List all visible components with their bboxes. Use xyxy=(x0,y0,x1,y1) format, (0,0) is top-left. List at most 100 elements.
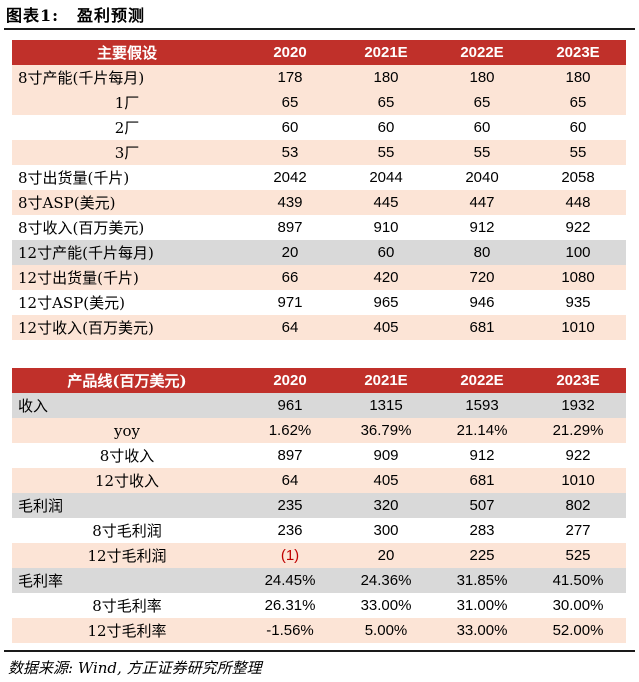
value-cell: 507 xyxy=(469,497,495,514)
row-label: 8寸ASP(美元) xyxy=(18,194,116,212)
source-note: 数据来源: Wind, 方正证券研究所整理 xyxy=(8,659,262,677)
header-cell: 2022E xyxy=(460,44,504,61)
assumptions-table: 主要假设 2020 2021E 2022E 2023E 8寸产能(千片每月) 17… xyxy=(12,40,626,340)
table-row: yoy 1.62% 36.79% 21.14% 21.29% xyxy=(12,418,626,443)
row-label: 12寸毛利润 xyxy=(87,547,167,565)
value-cell: 1010 xyxy=(561,319,595,336)
table-row: 12寸收入 64 405 681 1010 xyxy=(12,468,626,493)
value-cell: 24.45% xyxy=(264,572,316,589)
value-cell: 36.79% xyxy=(360,422,412,439)
row-label: 毛利率 xyxy=(18,572,64,590)
value-cell: 922 xyxy=(565,219,591,236)
value-cell: 1010 xyxy=(561,472,595,489)
value-cell: 180 xyxy=(565,69,591,86)
header-cell: 2020 xyxy=(273,372,307,389)
value-cell: 1315 xyxy=(369,397,403,414)
table-row: 12寸收入(百万美元) 64 405 681 1010 xyxy=(12,315,626,340)
row-label: 12寸产能(千片每月) xyxy=(18,244,154,262)
row-label: 12寸收入(百万美元) xyxy=(18,319,154,337)
row-label: 1厂 xyxy=(114,94,140,112)
value-cell: 909 xyxy=(373,447,399,464)
row-label: 12寸出货量(千片) xyxy=(18,269,139,287)
value-cell: 1.62% xyxy=(268,422,312,439)
table-row: 8寸ASP(美元) 439 445 447 448 xyxy=(12,190,626,215)
value-cell: 66 xyxy=(281,269,299,286)
row-label: 8寸出货量(千片) xyxy=(18,169,130,187)
value-cell: 55 xyxy=(473,144,491,161)
value-cell: 60 xyxy=(377,244,395,261)
header-cell: 2022E xyxy=(460,372,504,389)
value-cell: 922 xyxy=(565,447,591,464)
value-cell: 2058 xyxy=(561,169,595,186)
table-row: 12寸毛利润 (1) 20 225 525 xyxy=(12,543,626,568)
top-rule xyxy=(4,28,635,30)
table-row: 3厂 53 55 55 55 xyxy=(12,140,626,165)
table-row: 1厂 65 65 65 65 xyxy=(12,90,626,115)
value-cell: 405 xyxy=(373,319,399,336)
table-row: 12寸ASP(美元) 971 965 946 935 xyxy=(12,290,626,315)
value-cell: 55 xyxy=(569,144,587,161)
value-cell: 65 xyxy=(569,94,587,111)
header-cell: 2021E xyxy=(364,44,408,61)
value-cell: 31.85% xyxy=(456,572,508,589)
value-cell: 20 xyxy=(377,547,395,564)
value-cell: 65 xyxy=(473,94,491,111)
header-cell: 产品线(百万美元) xyxy=(67,372,187,390)
value-cell: 178 xyxy=(277,69,303,86)
value-cell: 897 xyxy=(277,447,303,464)
row-label: 收入 xyxy=(18,397,49,415)
header-cell: 2020 xyxy=(273,44,307,61)
value-cell: 60 xyxy=(377,119,395,136)
value-cell: 53 xyxy=(281,144,299,161)
value-cell: 720 xyxy=(469,269,495,286)
value-cell: 320 xyxy=(373,497,399,514)
value-cell: 971 xyxy=(277,294,303,311)
header-cell: 2021E xyxy=(364,372,408,389)
row-label: 8寸收入 xyxy=(99,447,155,465)
value-cell: 448 xyxy=(565,194,591,211)
table-row: 8寸收入(百万美元) 897 910 912 922 xyxy=(12,215,626,240)
value-cell: 100 xyxy=(565,244,591,261)
value-cell: 2044 xyxy=(369,169,403,186)
value-cell: 225 xyxy=(469,547,495,564)
value-cell: 277 xyxy=(565,522,591,539)
row-label: 8寸毛利润 xyxy=(92,522,162,540)
value-cell: 65 xyxy=(377,94,395,111)
value-cell: 897 xyxy=(277,219,303,236)
row-label: 8寸产能(千片每月) xyxy=(18,69,145,87)
table-body: 8寸产能(千片每月) 178 180 180 180 1厂 65 65 65 65 2厂 60 60 60… xyxy=(12,65,626,340)
value-cell: 41.50% xyxy=(552,572,604,589)
value-cell: 300 xyxy=(373,522,399,539)
value-cell: 802 xyxy=(565,497,591,514)
value-cell: 33.00% xyxy=(456,622,508,639)
value-cell: 33.00% xyxy=(360,597,412,614)
table-row: 8寸毛利率 26.31% 33.00% 31.00% 30.00% xyxy=(12,593,626,618)
value-cell: 2040 xyxy=(465,169,499,186)
value-cell: 65 xyxy=(281,94,299,111)
value-cell: 1080 xyxy=(561,269,595,286)
header-cell: 主要假设 xyxy=(96,44,157,62)
value-cell: 2042 xyxy=(273,169,307,186)
value-cell: 60 xyxy=(281,119,299,136)
value-cell: 21.14% xyxy=(456,422,508,439)
figure-label: 图表1: xyxy=(6,6,60,25)
value-cell: 439 xyxy=(277,194,303,211)
table-body: 收入 961 1315 1593 1932 yoy 1.62% 36.79% 21.14% 21.… xyxy=(12,393,626,643)
header-cell: 2023E xyxy=(556,372,600,389)
table-row: 收入 961 1315 1593 1932 xyxy=(12,393,626,418)
value-cell: 1932 xyxy=(561,397,595,414)
figure-name: 盈利预测 xyxy=(77,6,146,25)
table-row: 12寸出货量(千片) 66 420 720 1080 xyxy=(12,265,626,290)
value-cell: 80 xyxy=(473,244,491,261)
value-cell: (1) xyxy=(280,547,300,564)
value-cell: 31.00% xyxy=(456,597,508,614)
value-cell: 681 xyxy=(469,319,495,336)
value-cell: 60 xyxy=(569,119,587,136)
table-row: 毛利率 24.45% 24.36% 31.85% 41.50% xyxy=(12,568,626,593)
row-label: yoy xyxy=(114,421,140,440)
value-cell: 20 xyxy=(281,244,299,261)
table-header-row: 主要假设 2020 2021E 2022E 2023E xyxy=(12,40,626,65)
row-label: 12寸ASP(美元) xyxy=(18,294,125,312)
value-cell: 21.29% xyxy=(552,422,604,439)
table-row: 毛利润 235 320 507 802 xyxy=(12,493,626,518)
